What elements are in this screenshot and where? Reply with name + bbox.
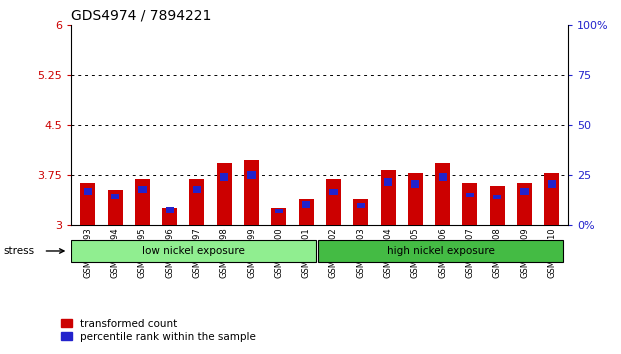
Bar	[135, 179, 150, 225]
Bar	[408, 173, 423, 225]
Text: low nickel exposure: low nickel exposure	[142, 246, 245, 256]
Bar	[493, 195, 501, 199]
Bar	[490, 186, 505, 225]
Bar	[84, 188, 92, 195]
Text: high nickel exposure: high nickel exposure	[387, 246, 494, 256]
Bar	[274, 209, 283, 213]
Bar	[319, 240, 563, 262]
Bar	[520, 188, 528, 195]
Bar	[162, 208, 177, 225]
Bar	[71, 240, 315, 262]
Legend: transformed count, percentile rank within the sample: transformed count, percentile rank withi…	[61, 319, 256, 342]
Bar	[548, 180, 556, 188]
Bar	[517, 183, 532, 225]
Bar	[189, 179, 204, 225]
Text: stress: stress	[3, 246, 34, 256]
Bar	[545, 173, 560, 225]
Bar	[381, 170, 396, 225]
Bar	[244, 160, 259, 225]
Bar	[247, 171, 256, 179]
Bar	[353, 199, 368, 225]
Bar	[384, 178, 392, 186]
Text: GDS4974 / 7894221: GDS4974 / 7894221	[71, 9, 212, 23]
Bar	[466, 193, 474, 197]
Bar	[463, 183, 478, 225]
Bar	[326, 179, 341, 225]
Bar	[299, 199, 314, 225]
Bar	[107, 190, 122, 225]
Bar	[111, 194, 119, 199]
Bar	[435, 164, 450, 225]
Bar	[80, 183, 95, 225]
Bar	[302, 201, 310, 208]
Bar	[217, 164, 232, 225]
Bar	[411, 180, 419, 188]
Bar	[271, 208, 286, 225]
Bar	[138, 186, 147, 193]
Bar	[193, 186, 201, 193]
Bar	[356, 203, 365, 208]
Bar	[220, 173, 229, 182]
Bar	[166, 207, 174, 213]
Bar	[438, 173, 446, 182]
Bar	[329, 189, 338, 195]
